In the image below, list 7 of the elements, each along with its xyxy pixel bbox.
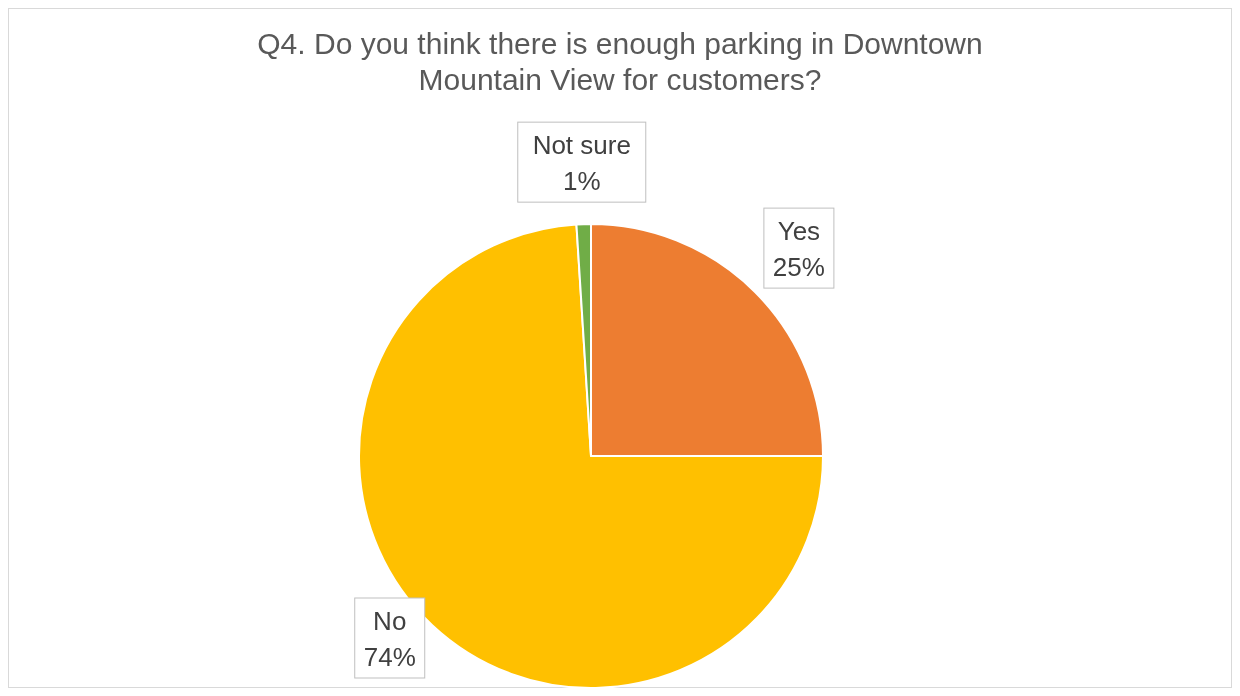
- data-label: 1%: [562, 166, 601, 197]
- data-label: 25%: [772, 252, 825, 283]
- slice-label: No: [373, 606, 407, 636]
- data-label: 74%: [363, 642, 416, 672]
- slice-label: Not sure: [532, 130, 631, 161]
- chart-title: Q4. Do you think there is enough parking in Downtown Mountain View for customers?: [257, 27, 983, 96]
- slice-label: Yes: [777, 216, 821, 247]
